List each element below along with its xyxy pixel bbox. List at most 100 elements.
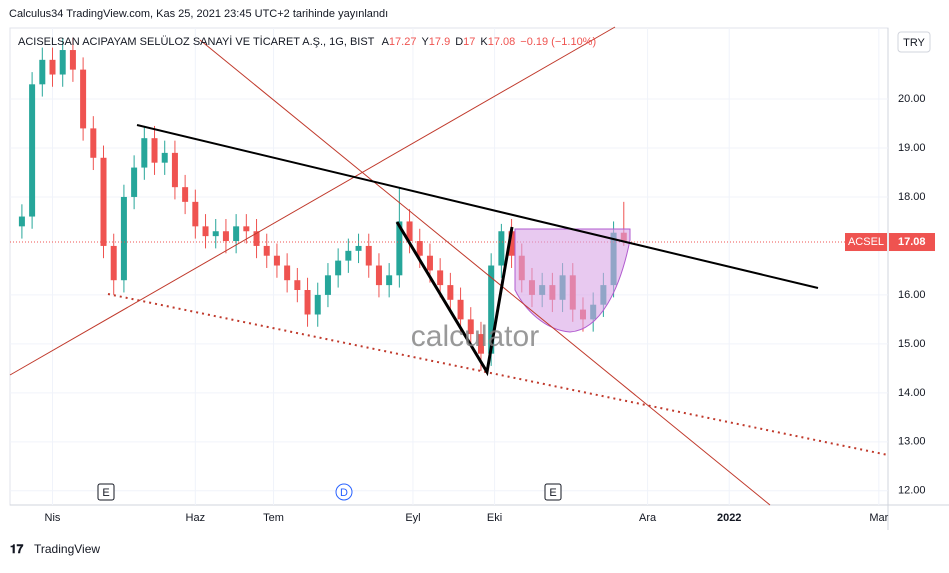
x-tick-label: Ara: [639, 512, 657, 524]
candle-body: [18, 216, 25, 227]
event-label: D: [340, 487, 348, 499]
candle-body: [131, 167, 138, 197]
x-tick-label: Nis: [45, 512, 61, 524]
legend-text: A: [382, 36, 390, 48]
price-label: 17.08: [898, 236, 926, 248]
watermark: calculator: [411, 320, 539, 353]
trend-line: [199, 39, 771, 506]
candle-body: [161, 152, 168, 163]
candle-body: [426, 255, 433, 271]
legend-text: 17.08: [488, 36, 516, 48]
legend: ACISELSAN ACIPAYAM SELÜLOZ SANAYİ VE TİC…: [18, 35, 596, 48]
support-line: [107, 293, 889, 456]
trend-line: [9, 26, 616, 376]
candle-body: [375, 265, 382, 286]
candle-body: [90, 128, 97, 158]
candle-body: [202, 226, 209, 237]
y-tick-label: 13.00: [898, 436, 926, 448]
y-tick-label: 15.00: [898, 338, 926, 350]
pattern-line: [395, 221, 514, 377]
candle-body: [488, 265, 495, 354]
candle-body: [508, 231, 515, 256]
currency: TRY: [903, 37, 925, 49]
candle-body: [396, 221, 403, 276]
candle-body: [253, 231, 260, 246]
y-tick-label: 20.00: [898, 93, 926, 105]
x-tick-label: 2022: [717, 512, 741, 524]
candle-body: [406, 221, 413, 242]
candle-body: [314, 294, 321, 315]
event-icon: [335, 483, 353, 501]
candle-body: [365, 245, 372, 266]
y-tick-label: 16.00: [898, 289, 926, 301]
footer: TradingView: [34, 542, 100, 556]
candle-body: [477, 334, 484, 354]
legend-text: 17: [463, 36, 475, 48]
candle-body: [120, 196, 127, 281]
candle-body: [416, 241, 423, 256]
x-tick-label: Eyl: [405, 512, 420, 524]
candle-body: [467, 319, 474, 335]
legend-text: −0.19 (−1.10%): [520, 36, 596, 48]
candle-body: [263, 245, 270, 256]
symbol-box: [845, 233, 887, 252]
x-tick-label: Mar: [869, 512, 888, 524]
candle-body: [110, 245, 117, 281]
event-label: E: [102, 487, 109, 499]
candle-body: [171, 152, 178, 188]
candle-body: [29, 84, 36, 217]
candle-body: [222, 231, 229, 242]
x-tick-label: Haz: [186, 512, 206, 524]
candle-body: [243, 226, 250, 232]
symbol: ACSEL: [848, 236, 884, 248]
cup-shape: [514, 228, 631, 333]
candle-body: [447, 285, 454, 300]
candle-body: [304, 290, 311, 315]
candle-body: [233, 226, 240, 242]
marks: [10, 28, 888, 505]
legend-text: 17.9: [429, 36, 450, 48]
y-tick-label: 19.00: [898, 142, 926, 154]
legend-text: 17.27: [389, 36, 417, 48]
candle-body: [49, 59, 56, 75]
candle-body: [284, 265, 291, 281]
legend-text: ACISELSAN ACIPAYAM SELÜLOZ SANAYİ VE TİC…: [18, 35, 375, 48]
candle-body: [457, 299, 464, 320]
event-icon: [97, 483, 115, 501]
candle-body: [39, 59, 46, 85]
candle-body: [80, 69, 87, 129]
candle-body: [141, 138, 148, 168]
y-tick-label: 12.00: [898, 485, 926, 497]
x-tick-label: Eki: [487, 512, 502, 524]
legend-text: D: [455, 36, 463, 48]
header: Calculus34 TradingView.com, Kas 25, 2021…: [9, 8, 388, 20]
candle-body: [69, 50, 76, 70]
x-tick-label: Tem: [263, 512, 284, 524]
legend-text: K: [480, 36, 488, 48]
candle-body: [212, 231, 219, 237]
price-box: [889, 233, 935, 252]
candle-body: [437, 270, 444, 286]
trend-line: [136, 124, 819, 289]
currency-box: [897, 31, 931, 53]
legend-text: Y: [421, 36, 429, 48]
y-tick-label: 18.00: [898, 191, 926, 203]
candle-body: [182, 187, 189, 202]
drawings: [9, 26, 889, 506]
candle-body: [294, 280, 301, 291]
event-icon: [544, 483, 562, 501]
footer-logo: 𝟏𝟕: [10, 542, 24, 556]
candle-body: [273, 255, 280, 266]
candle-body: [192, 201, 199, 227]
candle-body: [324, 275, 331, 295]
candle-body: [355, 245, 362, 251]
event-label: E: [549, 487, 556, 499]
candle-body: [100, 157, 107, 246]
candle-body: [335, 260, 342, 276]
candle-body: [151, 138, 158, 163]
candle-body: [59, 50, 66, 75]
candle-body: [498, 231, 505, 266]
